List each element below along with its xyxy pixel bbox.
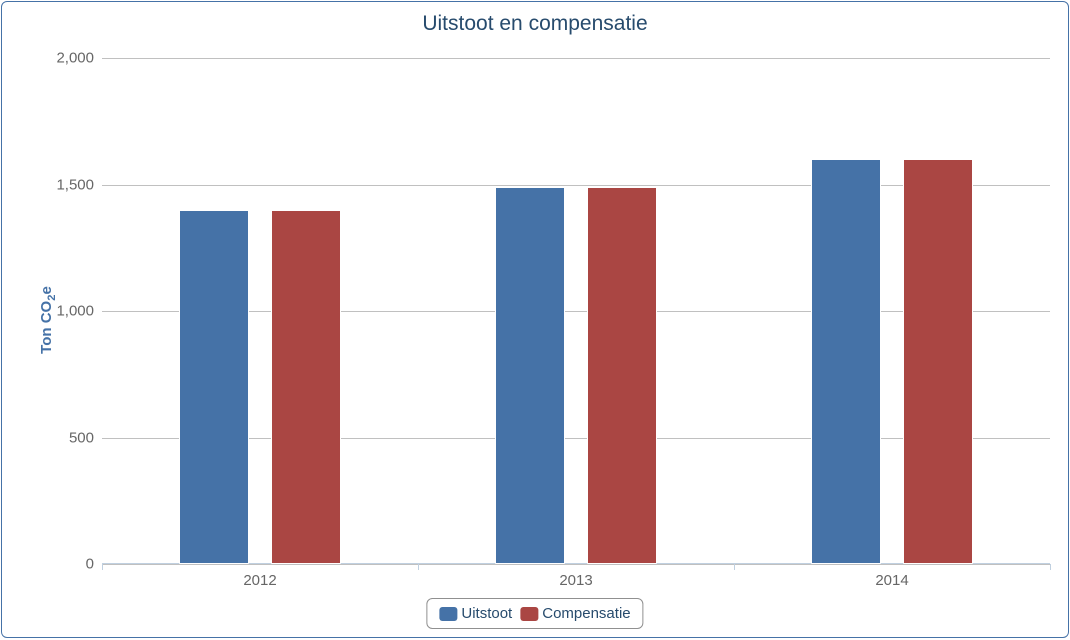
legend: Uitstoot Compensatie <box>426 598 643 629</box>
plot-area: 05001,0001,5002,000201220132014 <box>102 58 1050 564</box>
legend-label-uitstoot: Uitstoot <box>461 605 512 622</box>
bar-compensatie-2012[interactable] <box>271 210 341 564</box>
bar-uitstoot-2014[interactable] <box>811 159 881 564</box>
legend-item-uitstoot[interactable]: Uitstoot <box>439 605 512 622</box>
x-tick <box>734 564 735 570</box>
y-tick-label: 1,500 <box>56 176 94 193</box>
x-tick <box>418 564 419 570</box>
y-tick-label: 2,000 <box>56 50 94 67</box>
legend-item-compensatie[interactable]: Compensatie <box>520 605 630 622</box>
x-tick-label: 2014 <box>875 572 908 589</box>
gridline <box>102 564 1050 565</box>
y-tick-label: 0 <box>86 556 94 573</box>
legend-swatch-compensatie <box>520 607 538 621</box>
bar-compensatie-2013[interactable] <box>587 187 657 564</box>
legend-swatch-uitstoot <box>439 607 457 621</box>
y-axis-title: Ton CO2e <box>38 286 58 354</box>
x-tick-label: 2013 <box>559 572 592 589</box>
gridline <box>102 58 1050 59</box>
y-tick-label: 1,000 <box>56 303 94 320</box>
chart-title: Uitstoot en compensatie <box>2 12 1068 36</box>
x-tick <box>102 564 103 570</box>
legend-label-compensatie: Compensatie <box>542 605 630 622</box>
bar-compensatie-2014[interactable] <box>903 159 973 564</box>
y-tick-label: 500 <box>69 429 94 446</box>
bar-uitstoot-2013[interactable] <box>495 187 565 564</box>
bar-uitstoot-2012[interactable] <box>179 210 249 564</box>
chart-frame: Uitstoot en compensatie Ton CO2e 05001,0… <box>1 1 1069 638</box>
x-tick <box>1050 564 1051 570</box>
x-tick-label: 2012 <box>243 572 276 589</box>
